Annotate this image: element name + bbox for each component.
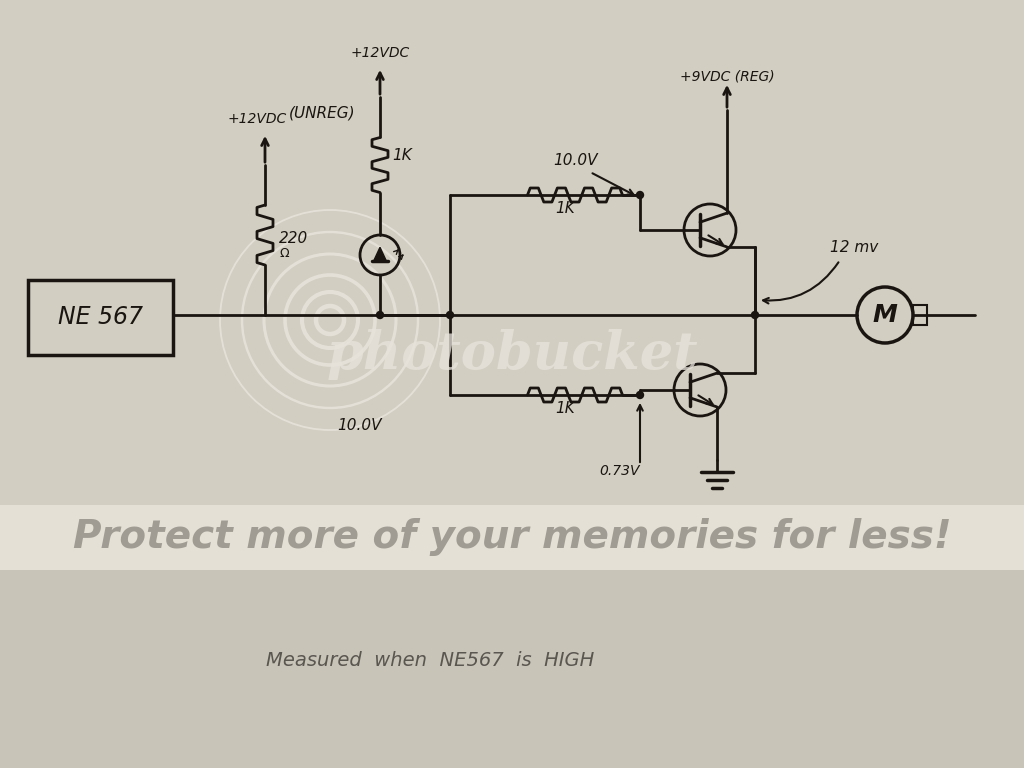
Text: +12VDC: +12VDC — [227, 112, 287, 126]
Text: Protect more of your memories for less!: Protect more of your memories for less! — [73, 518, 951, 557]
Text: +12VDC: +12VDC — [350, 46, 410, 60]
Text: 1K: 1K — [392, 148, 412, 163]
Text: Measured  when  NE567  is  HIGH: Measured when NE567 is HIGH — [266, 650, 594, 670]
Bar — [0, 505, 1024, 570]
Text: (UNREG): (UNREG) — [289, 106, 355, 121]
Circle shape — [637, 191, 643, 198]
Circle shape — [752, 312, 759, 319]
Text: 1K: 1K — [555, 201, 574, 216]
Text: NE 567: NE 567 — [58, 306, 143, 329]
Polygon shape — [374, 247, 386, 261]
Text: 1K: 1K — [555, 401, 574, 416]
Text: M: M — [872, 303, 897, 327]
Text: photobucket: photobucket — [327, 329, 697, 380]
Circle shape — [377, 312, 384, 319]
Text: Ω: Ω — [279, 247, 289, 260]
Text: 12 mv: 12 mv — [830, 240, 879, 255]
Bar — [28, 280, 173, 355]
Text: +9VDC (REG): +9VDC (REG) — [680, 69, 774, 83]
Circle shape — [446, 312, 454, 319]
Text: 10.0V: 10.0V — [338, 418, 382, 433]
Text: 220: 220 — [279, 231, 308, 246]
Text: 10.0V: 10.0V — [553, 153, 597, 168]
Bar — [913, 305, 927, 325]
Circle shape — [637, 392, 643, 399]
Bar — [0, 0, 1024, 505]
Text: 0.73V: 0.73V — [600, 464, 640, 478]
